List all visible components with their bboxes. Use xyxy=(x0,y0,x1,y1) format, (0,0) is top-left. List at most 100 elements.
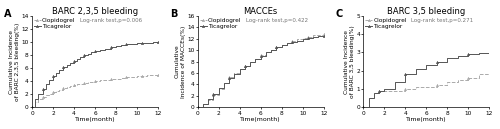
Ticagrelor xyxy=(232,73,237,75)
Clopidogrel xyxy=(434,84,440,86)
Ticagrelor xyxy=(284,44,290,45)
Clopidogrel xyxy=(252,61,258,63)
Clopidogrel xyxy=(134,75,140,77)
Ticagrelor xyxy=(294,41,300,42)
Ticagrelor xyxy=(366,106,372,108)
Ticagrelor xyxy=(455,55,461,57)
Clopidogrel xyxy=(316,35,322,36)
Clopidogrel xyxy=(92,80,98,82)
Clopidogrel xyxy=(216,88,222,90)
Ticagrelor xyxy=(284,42,290,44)
Clopidogrel xyxy=(242,68,248,70)
Clopidogrel xyxy=(320,34,326,35)
Clopidogrel xyxy=(50,91,56,93)
Clopidogrel xyxy=(376,92,382,93)
Clopidogrel xyxy=(247,65,253,66)
Ticagrelor xyxy=(360,106,366,108)
Clopidogrel xyxy=(392,90,398,92)
Ticagrelor xyxy=(402,81,408,82)
Clopidogrel xyxy=(29,106,35,108)
Ticagrelor xyxy=(236,68,242,70)
Clopidogrel xyxy=(236,68,242,70)
Ticagrelor xyxy=(366,97,372,99)
Clopidogrel xyxy=(455,79,461,81)
Ticagrelor xyxy=(382,90,388,92)
Ticagrelor xyxy=(247,65,253,66)
Ticagrelor xyxy=(392,81,398,82)
Clopidogrel xyxy=(195,106,201,108)
Line: Clopidogrel: Clopidogrel xyxy=(31,73,159,108)
Ticagrelor xyxy=(444,57,450,59)
Clopidogrel xyxy=(300,39,306,40)
X-axis label: Time(month): Time(month) xyxy=(406,117,446,122)
Clopidogrel xyxy=(252,58,258,60)
Line: Ticagrelor: Ticagrelor xyxy=(31,41,159,108)
Ticagrelor xyxy=(263,52,269,53)
Ticagrelor xyxy=(413,68,419,70)
Ticagrelor xyxy=(263,55,269,57)
Ticagrelor xyxy=(402,74,408,75)
Ticagrelor xyxy=(268,52,274,53)
Clopidogrel xyxy=(320,33,326,34)
Clopidogrel xyxy=(466,79,471,81)
Y-axis label: Cumulative Incidence
of BARC 2,3,5 bleeding(%): Cumulative Incidence of BARC 2,3,5 bleed… xyxy=(9,22,20,101)
Clopidogrel xyxy=(402,90,408,92)
Clopidogrel xyxy=(300,38,306,39)
Ticagrelor xyxy=(305,38,311,39)
Clopidogrel xyxy=(226,82,232,83)
Clopidogrel xyxy=(268,49,274,50)
Clopidogrel xyxy=(382,90,388,92)
Clopidogrel xyxy=(258,58,264,60)
Clopidogrel xyxy=(84,82,90,83)
Clopidogrel xyxy=(371,97,377,99)
Clopidogrel xyxy=(382,90,388,92)
Clopidogrel xyxy=(232,76,237,78)
Clopidogrel xyxy=(284,42,290,44)
Ticagrelor xyxy=(466,54,471,55)
Text: Log-rank test,p=0.271: Log-rank test,p=0.271 xyxy=(412,18,474,23)
Clopidogrel xyxy=(247,61,253,63)
Ticagrelor xyxy=(413,74,419,75)
Clopidogrel xyxy=(67,86,73,88)
Clopidogrel xyxy=(294,39,300,40)
Clopidogrel xyxy=(200,104,206,105)
Clopidogrel xyxy=(486,74,492,75)
Ticagrelor xyxy=(294,40,300,41)
Title: BARC 3,5 bleeding: BARC 3,5 bleeding xyxy=(388,7,466,16)
Line: Ticagrelor: Ticagrelor xyxy=(196,34,325,108)
Ticagrelor xyxy=(205,103,211,104)
Ticagrelor xyxy=(210,98,216,100)
Ticagrelor xyxy=(84,53,90,55)
Clopidogrel xyxy=(274,47,280,48)
Ticagrelor xyxy=(274,49,280,50)
Clopidogrel xyxy=(210,100,216,101)
Line: Clopidogrel: Clopidogrel xyxy=(196,32,325,108)
Text: B: B xyxy=(170,9,177,19)
Ticagrelor xyxy=(424,68,430,70)
Legend: Clopidogrel, Ticagrelor: Clopidogrel, Ticagrelor xyxy=(33,17,76,29)
Clopidogrel xyxy=(278,47,284,48)
Ticagrelor xyxy=(268,49,274,50)
Clopidogrel xyxy=(236,72,242,74)
Ticagrelor xyxy=(371,92,377,93)
Ticagrelor xyxy=(476,54,482,55)
Clopidogrel xyxy=(424,86,430,88)
Ticagrelor xyxy=(216,93,222,94)
Clopidogrel xyxy=(444,81,450,82)
Ticagrelor xyxy=(434,64,440,66)
Clopidogrel xyxy=(413,88,419,90)
Ticagrelor xyxy=(476,53,482,54)
Clopidogrel xyxy=(221,88,227,90)
Ticagrelor xyxy=(92,50,98,52)
Ticagrelor xyxy=(392,88,398,90)
Y-axis label: Cumulative Incidence
of BARC 3,5 bleeding(%): Cumulative Incidence of BARC 3,5 bleedin… xyxy=(344,25,355,98)
Ticagrelor xyxy=(486,53,492,54)
Ticagrelor xyxy=(53,72,59,73)
Clopidogrel xyxy=(155,74,161,75)
Ticagrelor xyxy=(486,52,492,53)
Ticagrelor xyxy=(320,35,326,37)
Ticagrelor xyxy=(320,35,326,37)
Ticagrelor xyxy=(305,39,311,40)
Ticagrelor xyxy=(50,75,56,77)
Ticagrelor xyxy=(289,42,295,44)
